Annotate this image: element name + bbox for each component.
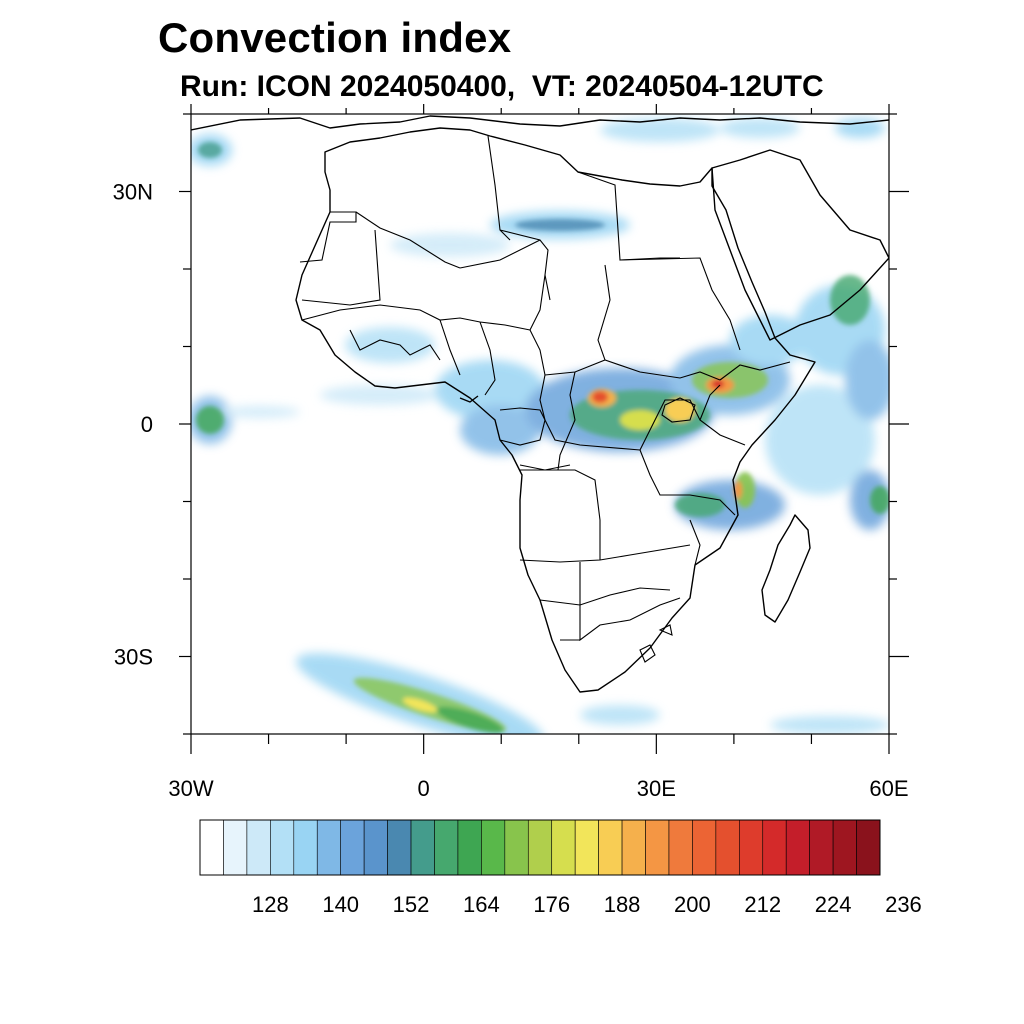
colorbar-swatch (199, 819, 224, 876)
colorbar-swatch (574, 819, 599, 876)
lon-tick-label: 30W (168, 776, 213, 801)
colorbar-swatch (293, 819, 318, 876)
colorbar-swatch (668, 819, 693, 876)
colorbar-label: 164 (463, 892, 500, 917)
colorbar-swatch (739, 819, 764, 876)
colorbar: 128 140 152 164 176 188 200 212 224 236 (199, 819, 922, 917)
colorbar-swatch (270, 819, 295, 876)
colorbar-swatch (645, 819, 670, 876)
map-subtitle: Run: ICON 2024050400, VT: 20240504-12UTC (180, 70, 824, 103)
colorbar-swatch (410, 819, 435, 876)
colorbar-label: 176 (533, 892, 570, 917)
colorbar-swatch (457, 819, 482, 876)
colorbar-frame (199, 819, 881, 876)
colorbar-swatch (387, 819, 412, 876)
colorbar-swatch (715, 819, 740, 876)
convection-shading (191, 118, 889, 734)
lon-tick-label: 60E (869, 776, 908, 801)
colorbar-swatch (785, 819, 810, 876)
colorbar-swatch (621, 819, 646, 876)
colorbar-label: 200 (674, 892, 711, 917)
country-borders (299, 135, 791, 663)
colorbar-swatch (340, 819, 365, 876)
colorbar-swatch (809, 819, 834, 876)
lon-tick-label: 0 (418, 776, 430, 801)
colorbar-swatch (316, 819, 341, 876)
colorbar-swatch (223, 819, 248, 876)
colorbar-label: 188 (604, 892, 641, 917)
colorbar-label: 224 (815, 892, 852, 917)
colorbar-label: 212 (744, 892, 781, 917)
colorbar-swatch (598, 819, 623, 876)
lat-tick-label: 0 (141, 412, 153, 437)
colorbar-swatch (856, 819, 881, 876)
colorbar-swatch (481, 819, 506, 876)
colorbar-swatch (363, 819, 388, 876)
colorbar-swatch (246, 819, 271, 876)
axis-tick-labels: 30N 0 30S 30W 0 30E 60E (113, 180, 909, 802)
africa-coastline (191, 115, 889, 693)
colorbar-swatch (762, 819, 787, 876)
lon-tick-label: 30E (637, 776, 676, 801)
lat-tick-label: 30S (114, 645, 153, 670)
colorbar-label: 152 (393, 892, 430, 917)
lat-tick-label: 30N (113, 180, 153, 205)
colorbar-label: 128 (252, 892, 289, 917)
colorbar-swatch (832, 819, 857, 876)
colorbar-swatch (434, 819, 459, 876)
colorbar-swatch (527, 819, 553, 876)
colorbar-swatch (551, 819, 576, 876)
colorbar-label: 236 (885, 892, 922, 917)
map-title: Convection index (158, 14, 512, 61)
colorbar-label: 140 (322, 892, 359, 917)
colorbar-swatch (504, 819, 529, 876)
colorbar-swatch (692, 819, 717, 876)
axis-ticks (179, 104, 909, 754)
